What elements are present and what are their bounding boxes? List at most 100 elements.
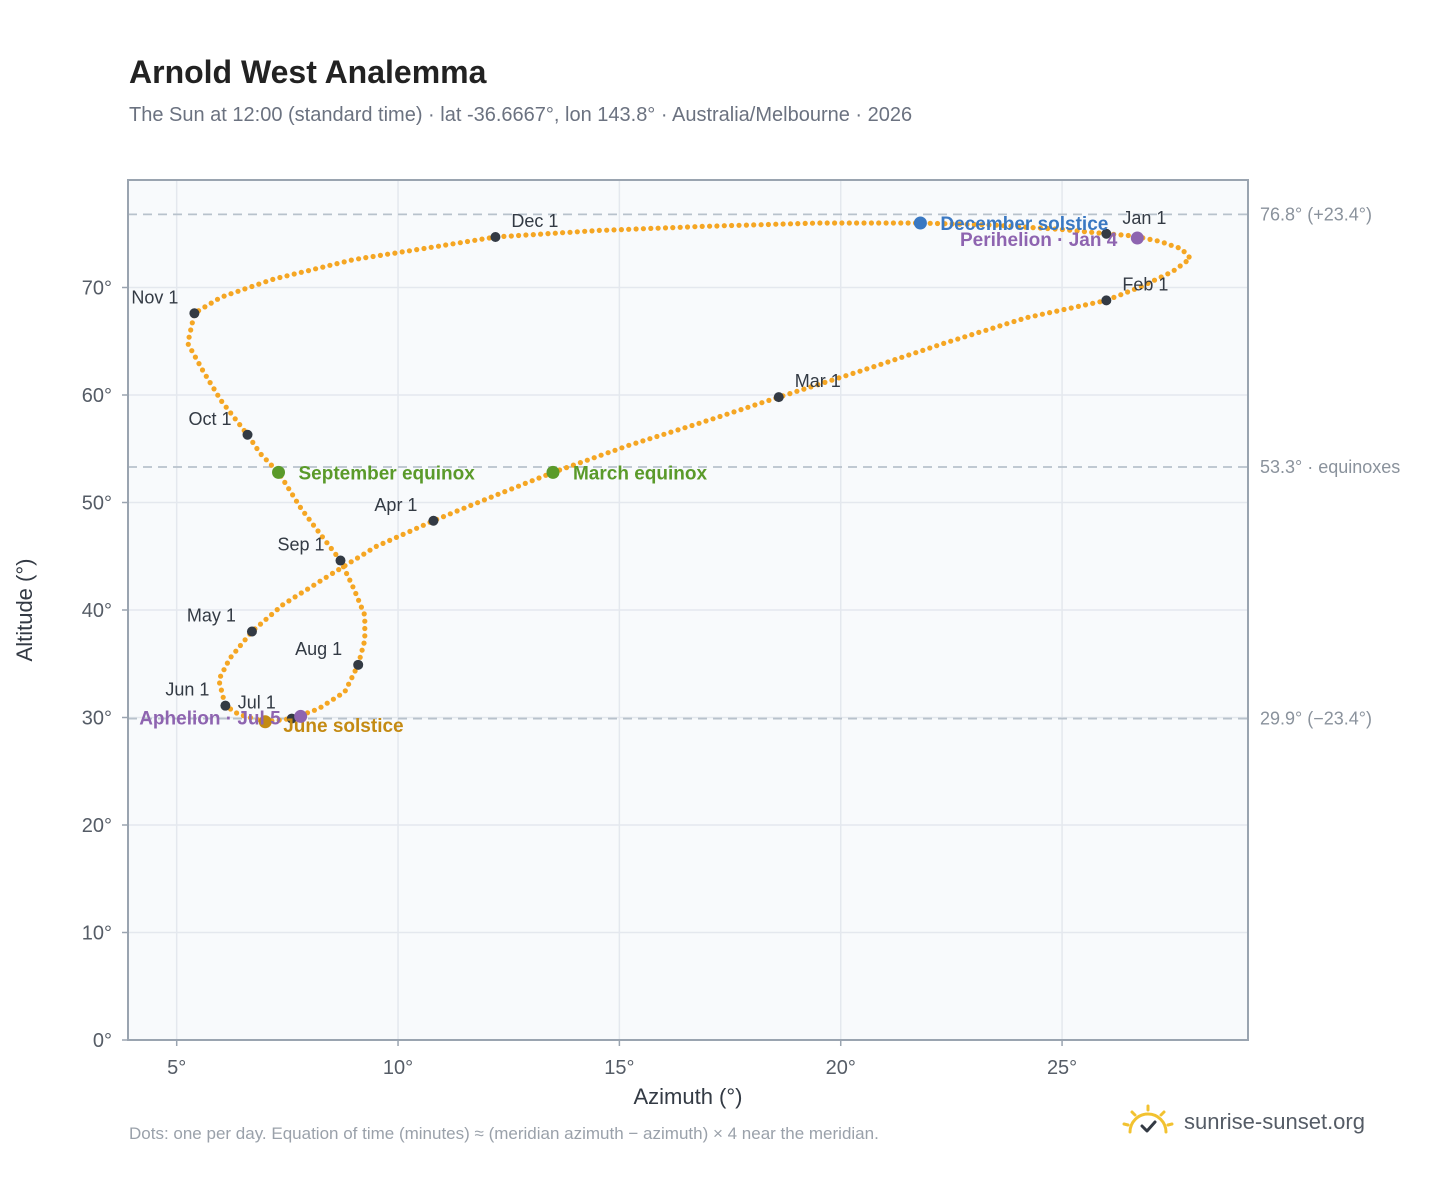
day-dot [824, 220, 830, 226]
day-dot [282, 479, 288, 485]
day-dot [328, 545, 334, 552]
event-marker [258, 715, 272, 729]
day-dot [461, 505, 467, 511]
day-dot [323, 574, 329, 580]
day-dot [864, 366, 870, 372]
day-dot [362, 625, 368, 632]
day-dot [237, 422, 243, 428]
day-dot [1047, 310, 1053, 316]
event-marker [546, 465, 560, 479]
x-axis-label: Azimuth (°) [633, 1084, 742, 1109]
day-dot [677, 224, 683, 230]
y-tick-label: 30° [82, 708, 112, 730]
day-dot [689, 422, 695, 429]
day-dot [414, 247, 420, 253]
day-dot [1011, 318, 1017, 325]
day-dot [545, 231, 551, 237]
day-dot [189, 348, 195, 354]
day-dot [347, 577, 353, 583]
day-dot [189, 320, 195, 326]
day-dot [942, 221, 948, 227]
day-dot [509, 486, 515, 492]
day-dot [447, 511, 453, 517]
day-dot [361, 640, 367, 646]
day-dot [765, 221, 772, 228]
day-dot [1154, 238, 1160, 244]
day-dot [1175, 245, 1181, 251]
month-marker [242, 429, 253, 440]
day-dot [1138, 284, 1144, 290]
day-dot [362, 633, 368, 639]
day-dot [817, 220, 823, 226]
day-dot [619, 445, 625, 451]
day-dot [495, 491, 501, 497]
day-dot [464, 238, 471, 245]
month-label: Dec 1 [511, 211, 558, 231]
day-dot [268, 462, 274, 468]
day-dot [584, 457, 590, 463]
day-dot [560, 230, 566, 236]
day-dot [883, 220, 889, 226]
day-dot [1096, 230, 1102, 236]
month-label: Mar 1 [795, 371, 841, 391]
day-dot [1059, 226, 1065, 233]
day-dot [567, 229, 573, 235]
day-dot [809, 220, 816, 226]
day-dot [298, 590, 304, 596]
month-markers: Jan 1 Feb 1 Mar 1 Apr 1 May 1 Jun 1 Jul 1 Aug 1… [131, 208, 1168, 724]
day-dot [320, 264, 326, 270]
month-label: Oct 1 [189, 409, 232, 429]
month-label: May 1 [187, 606, 236, 626]
day-dot [214, 296, 221, 302]
day-dot [199, 367, 206, 373]
day-dot [773, 221, 779, 227]
day-dot [361, 611, 367, 617]
day-dot [710, 416, 716, 422]
day-dot [435, 243, 442, 249]
month-marker [773, 392, 784, 403]
day-dot [298, 269, 304, 275]
day-dot [370, 253, 376, 260]
day-dot [1125, 289, 1131, 295]
day-dot [280, 602, 286, 608]
day-dot [955, 336, 961, 342]
day-dot [890, 220, 897, 226]
y-tick-label: 0° [93, 1030, 112, 1052]
month-marker [220, 700, 231, 711]
brand[interactable]: sunrise-sunset.org [1120, 1102, 1365, 1142]
event-marker [272, 465, 286, 479]
day-dot [192, 354, 198, 360]
day-dot [913, 350, 919, 356]
day-dot [1037, 225, 1043, 231]
y-tick-label: 40° [82, 600, 112, 622]
day-dot [574, 229, 580, 235]
day-dot [317, 578, 323, 584]
day-dot [297, 504, 303, 510]
day-dot [1111, 231, 1117, 237]
day-dot [224, 660, 230, 666]
day-dot [454, 508, 460, 514]
y-axis-label: Altitude (°) [12, 559, 37, 662]
day-dot [589, 228, 595, 234]
day-dot [290, 492, 296, 498]
day-dot [218, 687, 224, 693]
day-dot [759, 400, 765, 406]
event-label: Aphelion · Jul 5 [139, 708, 281, 729]
day-dot [306, 516, 312, 522]
day-dot [211, 386, 217, 392]
day-dot [242, 286, 248, 292]
day-dot [1097, 299, 1103, 305]
day-dot [468, 502, 474, 508]
day-dot [626, 226, 632, 232]
day-dot [242, 637, 248, 643]
day-dot [979, 222, 985, 228]
day-dot [1147, 236, 1153, 242]
day-dot [721, 223, 727, 229]
day-dot [1067, 227, 1073, 233]
day-dot [815, 382, 821, 388]
day-dot [536, 475, 542, 481]
day-dot [228, 654, 234, 660]
x-tick-label: 15° [604, 1057, 634, 1079]
day-dot [235, 288, 241, 294]
day-dot [752, 402, 758, 408]
